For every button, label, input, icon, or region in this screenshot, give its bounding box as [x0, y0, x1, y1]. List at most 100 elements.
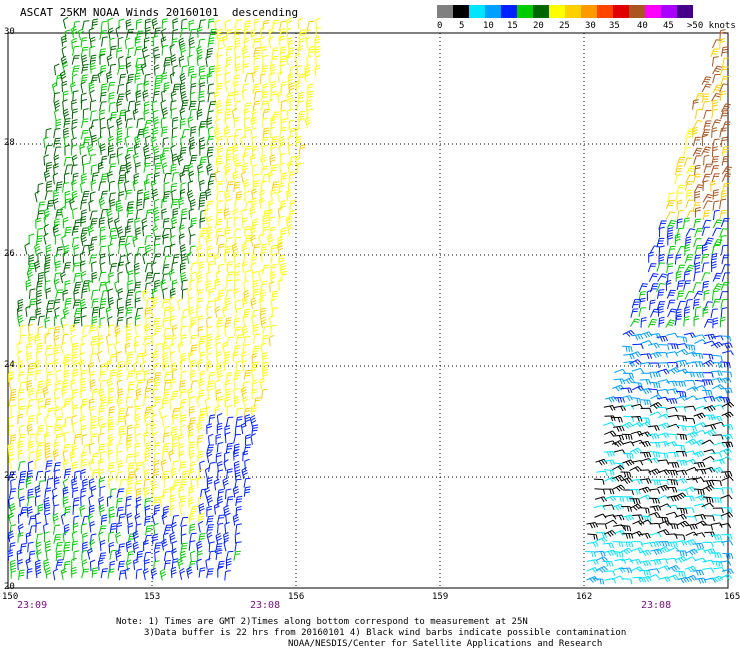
wind-barb — [81, 568, 90, 579]
wind-barb — [35, 307, 42, 319]
wind-barb — [683, 217, 690, 228]
wind-barb — [97, 161, 104, 173]
wind-barb — [231, 242, 239, 255]
wind-barb — [124, 109, 131, 122]
wind-barb — [71, 154, 78, 167]
wind-barb — [36, 289, 42, 301]
wind-barb — [140, 360, 147, 373]
wind-barb — [180, 550, 187, 562]
wind-barb — [648, 362, 660, 369]
wind-barb — [187, 296, 193, 309]
wind-barb — [620, 567, 633, 574]
wind-barb — [172, 253, 180, 265]
wind-barb — [702, 193, 713, 203]
wind-barb — [621, 433, 633, 440]
wind-barb — [251, 379, 258, 391]
wind-barb — [127, 551, 134, 562]
wind-barb — [287, 143, 294, 156]
wind-barb — [132, 530, 140, 543]
wind-barb — [100, 155, 108, 166]
wind-barb — [315, 54, 321, 67]
wind-barb — [106, 71, 113, 83]
wind-barb — [639, 575, 652, 583]
wind-barb — [711, 156, 719, 166]
wind-barb — [114, 280, 120, 293]
wind-barb — [144, 18, 151, 30]
wind-barb — [90, 415, 97, 427]
wind-barb — [721, 342, 733, 349]
wind-barb — [99, 485, 106, 497]
wind-barb — [172, 83, 181, 94]
wind-barb — [44, 261, 51, 273]
wind-barb — [701, 76, 712, 85]
wind-barb — [117, 360, 124, 372]
wind-barb — [676, 300, 686, 310]
wind-barb — [27, 362, 35, 373]
wind-barb — [713, 442, 726, 448]
wind-barb — [71, 164, 78, 175]
wind-barb — [205, 405, 212, 418]
wind-barb — [721, 103, 731, 113]
wind-barb — [107, 296, 115, 309]
wind-barb — [9, 457, 15, 470]
wind-barb — [205, 280, 212, 292]
wind-barb — [243, 20, 252, 31]
wind-barb — [116, 93, 125, 104]
wind-barb — [125, 504, 132, 516]
wind-barb — [81, 154, 88, 166]
wind-barb — [27, 323, 34, 336]
wind-barb — [26, 506, 33, 518]
wind-barb — [44, 332, 51, 344]
wind-barb — [667, 362, 679, 368]
wind-barb — [153, 46, 159, 58]
wind-barb — [701, 389, 713, 396]
wind-barb — [159, 494, 165, 507]
wind-barb — [162, 287, 168, 299]
wind-barb — [97, 415, 104, 428]
wind-barb — [629, 503, 642, 511]
wind-barb — [269, 281, 275, 293]
wind-barb — [98, 552, 107, 563]
wind-barb — [206, 215, 213, 228]
wind-barb — [72, 404, 79, 416]
wind-barb — [280, 227, 287, 239]
wind-barb — [224, 431, 231, 444]
pass-time-label: 23:08 — [250, 600, 281, 611]
wind-barb — [71, 566, 77, 578]
wind-barb — [44, 316, 51, 329]
wind-barb — [650, 541, 662, 548]
wind-barb — [593, 478, 605, 485]
wind-barb — [684, 565, 697, 573]
wind-barb — [658, 344, 670, 351]
wind-barb — [161, 162, 168, 175]
wind-barb — [141, 351, 148, 364]
wind-barb — [125, 406, 134, 417]
wind-barb — [59, 70, 67, 83]
wind-barb — [19, 470, 27, 482]
wind-barb — [684, 264, 695, 274]
wind-barb — [233, 326, 242, 337]
wind-barb — [117, 459, 124, 472]
wind-barb — [160, 36, 167, 49]
wind-barb — [261, 243, 268, 255]
wind-barb — [91, 453, 99, 464]
wind-barb — [711, 466, 724, 474]
wind-barb — [640, 570, 652, 576]
wind-barb — [244, 102, 252, 113]
wind-barb — [177, 298, 183, 311]
longitude-label: 156 — [288, 592, 305, 602]
wind-barb — [721, 507, 733, 514]
wind-barb — [215, 433, 222, 445]
wind-barb — [54, 108, 60, 121]
wind-barb — [712, 200, 720, 211]
wind-barb — [134, 335, 141, 347]
wind-barb — [178, 233, 185, 245]
wind-barb — [189, 550, 196, 563]
wind-barb — [603, 450, 615, 457]
wind-barb — [182, 165, 190, 175]
wind-barb — [712, 73, 721, 84]
wind-barb — [90, 335, 98, 346]
wind-barb — [118, 109, 127, 120]
wind-barb — [657, 368, 670, 375]
wind-barb — [153, 155, 160, 166]
